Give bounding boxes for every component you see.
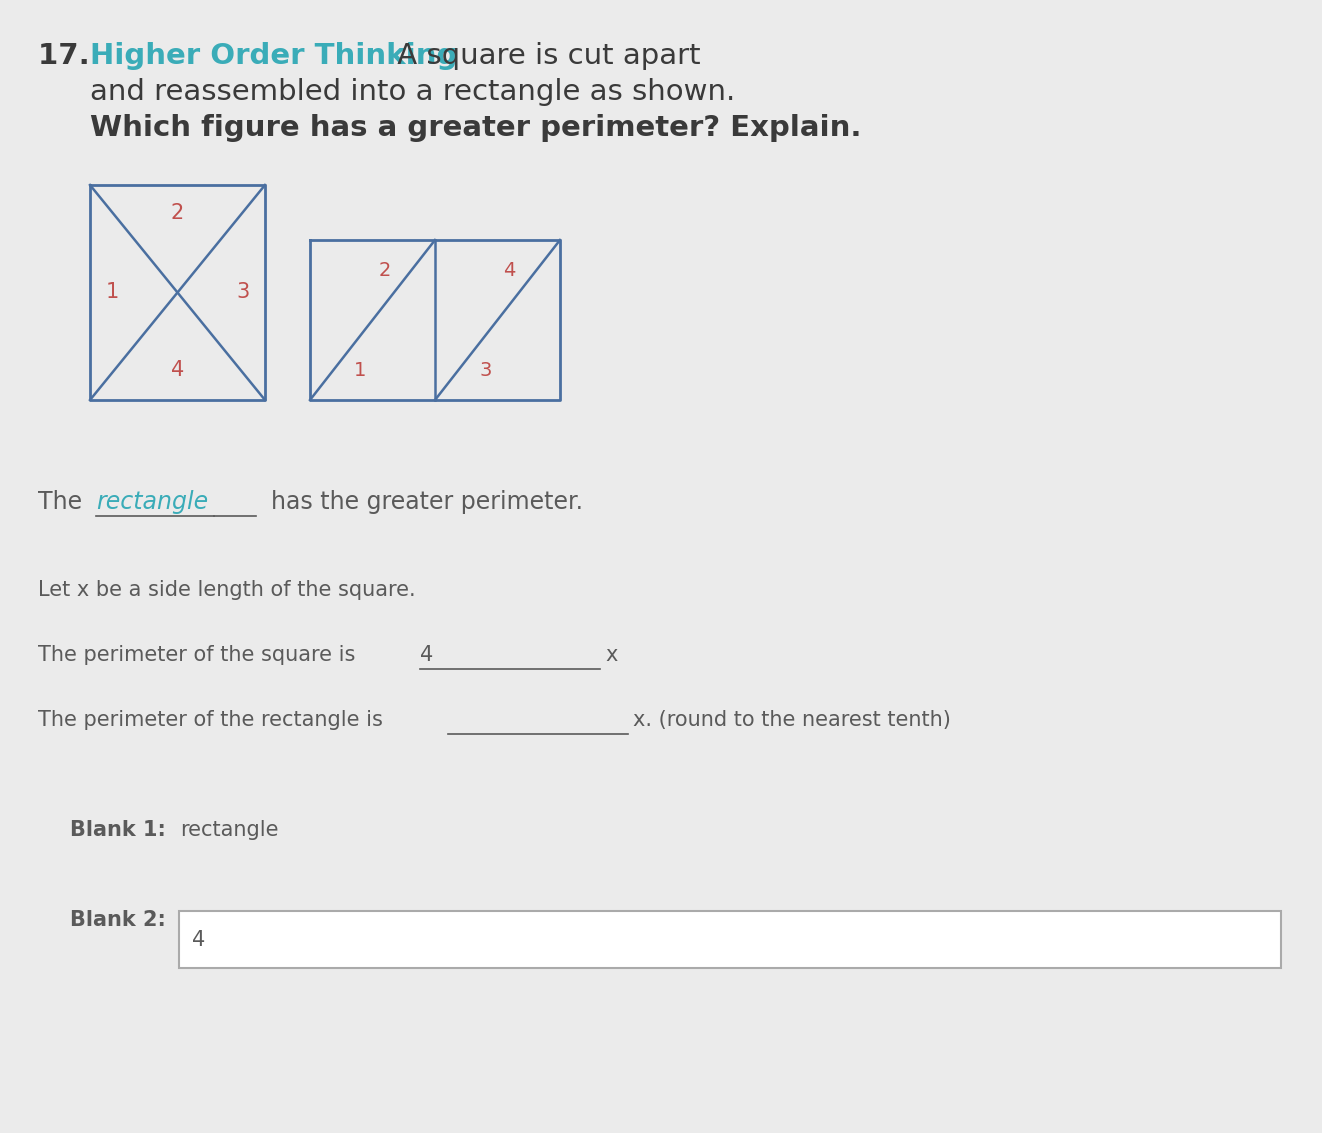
Text: 2: 2 xyxy=(171,203,184,223)
Text: A square is cut apart: A square is cut apart xyxy=(387,42,701,70)
Text: x. (round to the nearest tenth): x. (round to the nearest tenth) xyxy=(633,710,951,730)
Text: 4: 4 xyxy=(171,360,184,380)
Text: rectangle: rectangle xyxy=(97,489,208,514)
Text: 4: 4 xyxy=(192,929,205,949)
Text: The perimeter of the rectangle is: The perimeter of the rectangle is xyxy=(38,710,397,730)
Text: Blank 1:: Blank 1: xyxy=(70,820,165,840)
Text: The perimeter of the square is: The perimeter of the square is xyxy=(38,645,369,665)
Text: 3: 3 xyxy=(237,282,250,303)
Text: Which figure has a greater perimeter? Explain.: Which figure has a greater perimeter? Ex… xyxy=(90,114,862,142)
Text: Blank 2:: Blank 2: xyxy=(70,910,165,930)
Text: x: x xyxy=(605,645,617,665)
Text: 1: 1 xyxy=(106,282,119,303)
Text: 4: 4 xyxy=(420,645,434,665)
Text: The: The xyxy=(38,489,90,514)
Text: 2: 2 xyxy=(378,261,391,280)
Text: 3: 3 xyxy=(480,360,492,380)
Text: and reassembled into a rectangle as shown.: and reassembled into a rectangle as show… xyxy=(90,78,735,107)
Text: has the greater perimeter.: has the greater perimeter. xyxy=(256,489,583,514)
Text: 17.: 17. xyxy=(38,42,100,70)
Text: 4: 4 xyxy=(504,261,516,280)
Text: Higher Order Thinking: Higher Order Thinking xyxy=(90,42,457,70)
Text: 1: 1 xyxy=(354,360,366,380)
FancyBboxPatch shape xyxy=(178,911,1281,968)
Text: Let x be a side length of the square.: Let x be a side length of the square. xyxy=(38,580,415,600)
Text: rectangle: rectangle xyxy=(180,820,279,840)
